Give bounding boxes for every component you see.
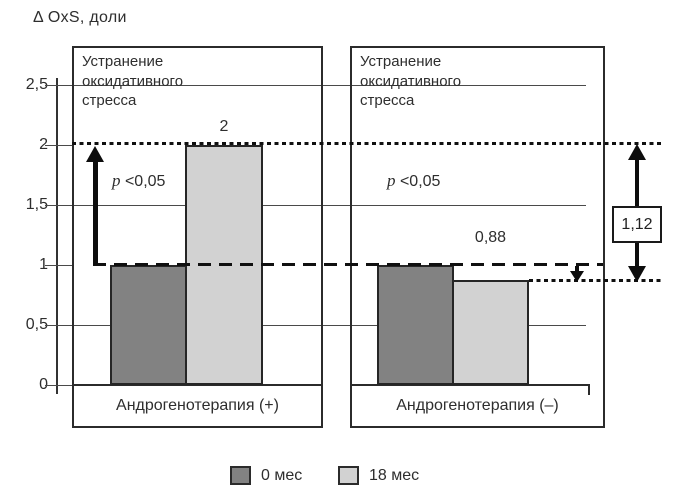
x-axis-right-end [588, 384, 590, 395]
difference-value-box: 1,12 [612, 206, 662, 243]
y-tick-label: 2 [39, 136, 48, 153]
gridline-0-5 [45, 325, 586, 326]
panel-left-note: Устранение оксидативного стресса [82, 53, 184, 109]
arrow-down-icon [570, 271, 584, 282]
p-value-left: p <0,05 [112, 171, 166, 190]
y-tick-label: 1,5 [25, 196, 48, 213]
dashed-line-y1 [93, 263, 603, 266]
double-arrow-top-icon [628, 144, 646, 160]
legend-label-18mes: 18 мес [369, 467, 420, 484]
y-tick-label: 1 [39, 256, 48, 273]
legend-swatch-0mes [230, 466, 251, 485]
bar-right-0mes [377, 265, 454, 385]
y-axis-line [56, 78, 58, 394]
dotted-line-y0-88 [529, 279, 662, 282]
bar-value-label-left: 2 [219, 118, 229, 135]
gridline-2-5 [45, 85, 586, 86]
x-label-right: Андрогенотерапия (–) [396, 397, 559, 414]
x-axis-left [72, 384, 323, 386]
y-tick-label: 0 [39, 376, 48, 393]
double-arrow-bottom-icon [628, 266, 646, 282]
dotted-line-y2 [72, 142, 662, 145]
arrow-up-stem [93, 160, 98, 265]
x-label-left: Андрогенотерапия (+) [116, 397, 279, 414]
legend-swatch-18mes [338, 466, 359, 485]
bar-left-0mes [110, 265, 187, 385]
panel-right-box [350, 46, 605, 428]
p-value-right: p <0,05 [387, 171, 441, 190]
gridline-0-tick [45, 385, 72, 386]
gridline-2-tick [45, 145, 72, 146]
difference-value: 1,12 [621, 215, 653, 233]
chart-title: Δ OxS, доли [33, 9, 127, 26]
arrow-up-icon [86, 146, 104, 162]
gridline-1-tick [45, 265, 72, 266]
panel-left-box [72, 46, 323, 428]
panel-right-note: Устранение оксидативного стресса [360, 53, 462, 109]
bar-right-18mes [452, 280, 529, 385]
bar-value-label-right: 0,88 [474, 229, 507, 246]
gridline-1-5 [45, 205, 586, 206]
x-axis-right [350, 384, 590, 386]
y-tick-label: 2,5 [25, 76, 48, 93]
arrow-down-small-stem [575, 266, 579, 273]
legend-label-0mes: 0 мес [261, 467, 303, 484]
y-tick-label: 0,5 [25, 316, 48, 333]
